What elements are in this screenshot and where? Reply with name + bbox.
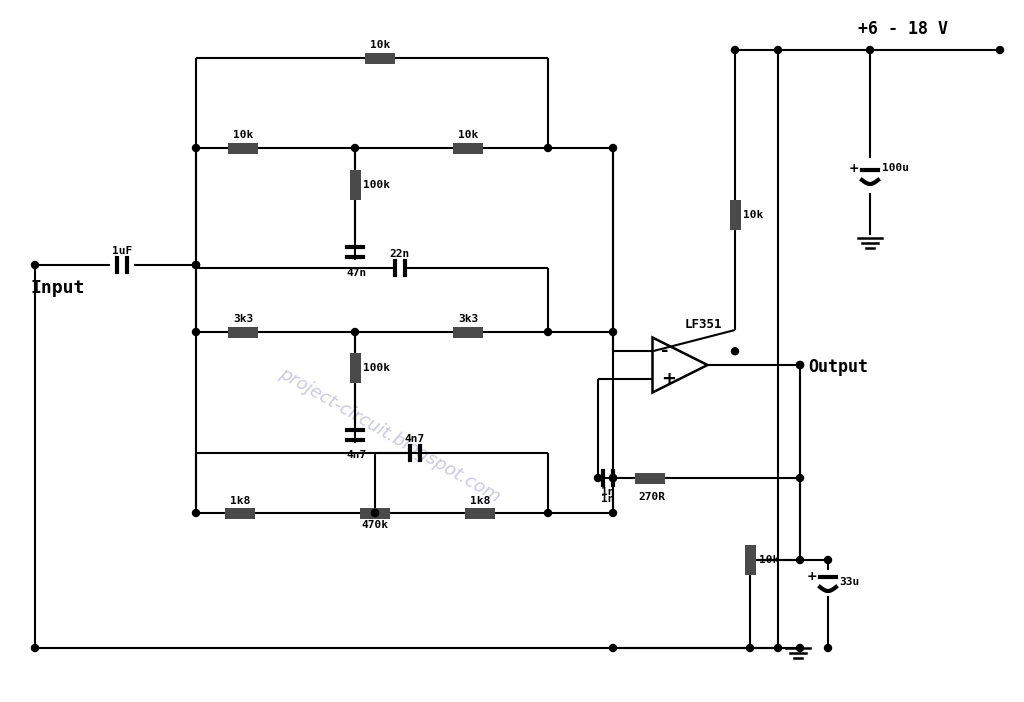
- Circle shape: [351, 145, 358, 152]
- Text: 3k3: 3k3: [458, 314, 478, 324]
- Circle shape: [774, 644, 781, 651]
- Circle shape: [32, 644, 39, 651]
- Text: 1uF: 1uF: [112, 246, 132, 256]
- Circle shape: [609, 329, 616, 336]
- Text: 1k8: 1k8: [229, 496, 250, 505]
- Text: 10k: 10k: [232, 131, 253, 140]
- Bar: [453, 143, 483, 154]
- Circle shape: [372, 510, 379, 517]
- Circle shape: [797, 557, 804, 564]
- Bar: [360, 508, 390, 519]
- Circle shape: [193, 262, 200, 268]
- Text: 10k: 10k: [458, 131, 478, 140]
- Text: 47n: 47n: [347, 268, 368, 278]
- Text: +: +: [806, 569, 817, 583]
- Circle shape: [32, 262, 39, 268]
- Text: project-circuit.blogspot.com: project-circuit.blogspot.com: [276, 364, 504, 506]
- Circle shape: [193, 262, 200, 268]
- Text: +6 - 18 V: +6 - 18 V: [858, 20, 948, 38]
- Text: 3k3: 3k3: [232, 314, 253, 324]
- Bar: [729, 200, 740, 230]
- Text: 470k: 470k: [361, 520, 388, 531]
- Text: 100u: 100u: [882, 163, 909, 173]
- Bar: [635, 472, 665, 484]
- Bar: [228, 326, 258, 338]
- Text: 1n: 1n: [601, 494, 614, 504]
- Bar: [349, 170, 360, 200]
- Circle shape: [731, 46, 738, 53]
- Circle shape: [545, 145, 552, 152]
- Circle shape: [797, 475, 804, 482]
- Circle shape: [797, 362, 804, 369]
- Bar: [225, 508, 255, 519]
- Circle shape: [609, 475, 616, 482]
- Text: 1n: 1n: [601, 487, 614, 497]
- Circle shape: [797, 362, 804, 369]
- Circle shape: [193, 329, 200, 336]
- Circle shape: [545, 329, 552, 336]
- Text: 4n7: 4n7: [347, 450, 368, 460]
- Circle shape: [545, 510, 552, 517]
- Text: 10k: 10k: [743, 210, 764, 220]
- Text: Output: Output: [808, 358, 868, 376]
- Bar: [744, 545, 756, 575]
- Bar: [228, 143, 258, 154]
- Text: 33u: 33u: [839, 577, 859, 587]
- Text: 4n7: 4n7: [404, 434, 425, 444]
- Circle shape: [609, 510, 616, 517]
- Bar: [465, 508, 495, 519]
- Circle shape: [824, 557, 831, 564]
- Text: Input: Input: [30, 279, 84, 297]
- Text: 22n: 22n: [390, 249, 411, 259]
- Text: LF351: LF351: [685, 319, 723, 331]
- Circle shape: [609, 475, 616, 482]
- Circle shape: [731, 347, 738, 355]
- Circle shape: [866, 46, 873, 53]
- Bar: [349, 353, 360, 383]
- Text: 100k: 100k: [364, 180, 390, 190]
- Circle shape: [372, 510, 379, 517]
- Circle shape: [609, 644, 616, 651]
- Text: 1k8: 1k8: [470, 496, 490, 505]
- Text: 10k: 10k: [370, 41, 390, 51]
- Text: 100k: 100k: [364, 363, 390, 373]
- Circle shape: [746, 644, 754, 651]
- Circle shape: [774, 46, 781, 53]
- Circle shape: [351, 329, 358, 336]
- Circle shape: [797, 644, 804, 651]
- Circle shape: [193, 145, 200, 152]
- Text: 270R: 270R: [639, 492, 666, 502]
- Text: +: +: [662, 370, 677, 388]
- Bar: [453, 326, 483, 338]
- Bar: [365, 53, 395, 63]
- Circle shape: [996, 46, 1004, 53]
- Text: -: -: [662, 343, 669, 360]
- Circle shape: [824, 644, 831, 651]
- Circle shape: [609, 145, 616, 152]
- Circle shape: [595, 475, 601, 482]
- Text: 10k: 10k: [759, 555, 778, 565]
- Circle shape: [193, 510, 200, 517]
- Text: +: +: [848, 162, 859, 176]
